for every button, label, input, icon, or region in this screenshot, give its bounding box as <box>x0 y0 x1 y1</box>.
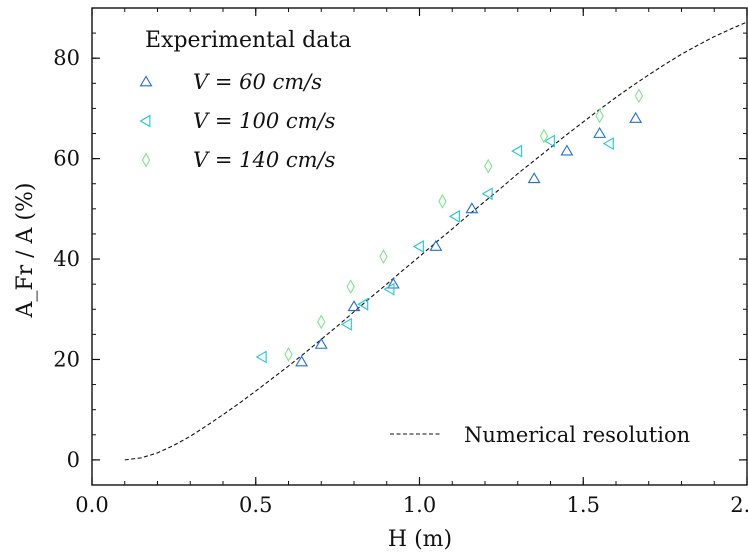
data-points <box>255 88 644 367</box>
data-point <box>357 297 369 311</box>
legend-entry-label: V = 60 cm/s <box>193 70 322 94</box>
x-tick-label: 1.5 <box>567 493 600 517</box>
legend-curve-label: Numerical resolution <box>464 423 690 447</box>
data-point <box>295 355 309 367</box>
legend-title: Experimental data <box>145 28 351 53</box>
data-point <box>634 88 644 104</box>
data-point <box>340 317 352 331</box>
data-point <box>284 347 293 362</box>
y-tick-label: 0 <box>67 448 80 472</box>
data-point <box>448 209 460 223</box>
x-axis-label: H (m) <box>388 527 452 552</box>
data-point <box>429 239 443 251</box>
axis-ticks: 0.0 0.5 1.0 1.5 2.0 0 20 40 60 80 <box>53 8 748 517</box>
data-point <box>527 172 541 184</box>
legend-entry-label: V = 100 cm/s <box>193 109 336 133</box>
data-point <box>465 202 479 214</box>
series-2-points <box>284 88 644 362</box>
numerical-curve <box>124 21 748 461</box>
data-point <box>560 144 574 156</box>
x-tick-label: 0.5 <box>239 493 272 517</box>
legend-marker <box>141 152 151 168</box>
data-point <box>314 337 328 349</box>
legend-entry-label: V = 140 cm/s <box>193 148 336 172</box>
data-point <box>629 111 643 123</box>
data-point <box>511 144 523 158</box>
plot-frame <box>91 7 748 486</box>
data-point <box>543 134 555 148</box>
data-point <box>438 193 447 209</box>
numerical-resolution-line <box>124 21 748 461</box>
series-1-points <box>255 134 614 364</box>
data-point <box>347 300 361 312</box>
data-point <box>539 128 549 144</box>
legend: Experimental data V = 60 cm/s V = 100 cm/s… <box>139 28 690 447</box>
y-tick-label: 60 <box>53 147 80 171</box>
data-point <box>383 282 395 296</box>
data-point <box>602 137 614 151</box>
y-axis-label: A_Fr / A (%) <box>13 182 38 318</box>
legend-marker <box>139 75 153 87</box>
data-point <box>484 158 493 174</box>
y-tick-label: 80 <box>53 46 80 70</box>
data-point <box>317 314 326 330</box>
data-point <box>379 249 388 264</box>
data-point <box>593 126 607 138</box>
y-tick-label: 20 <box>53 347 80 371</box>
data-point <box>346 279 355 295</box>
data-point <box>412 240 424 253</box>
data-point <box>255 350 267 364</box>
series-0-points <box>295 111 643 367</box>
x-tick-label: 0.0 <box>75 493 108 517</box>
data-point <box>386 277 400 289</box>
x-tick-label: 1.0 <box>403 493 436 517</box>
legend-marker <box>139 114 151 128</box>
data-point <box>595 108 604 124</box>
y-tick-label: 40 <box>53 247 80 271</box>
x-tick-label: 2.0 <box>730 493 748 517</box>
axis-labels: H (m) A_Fr / A (%) <box>13 182 452 552</box>
data-point <box>481 187 493 201</box>
